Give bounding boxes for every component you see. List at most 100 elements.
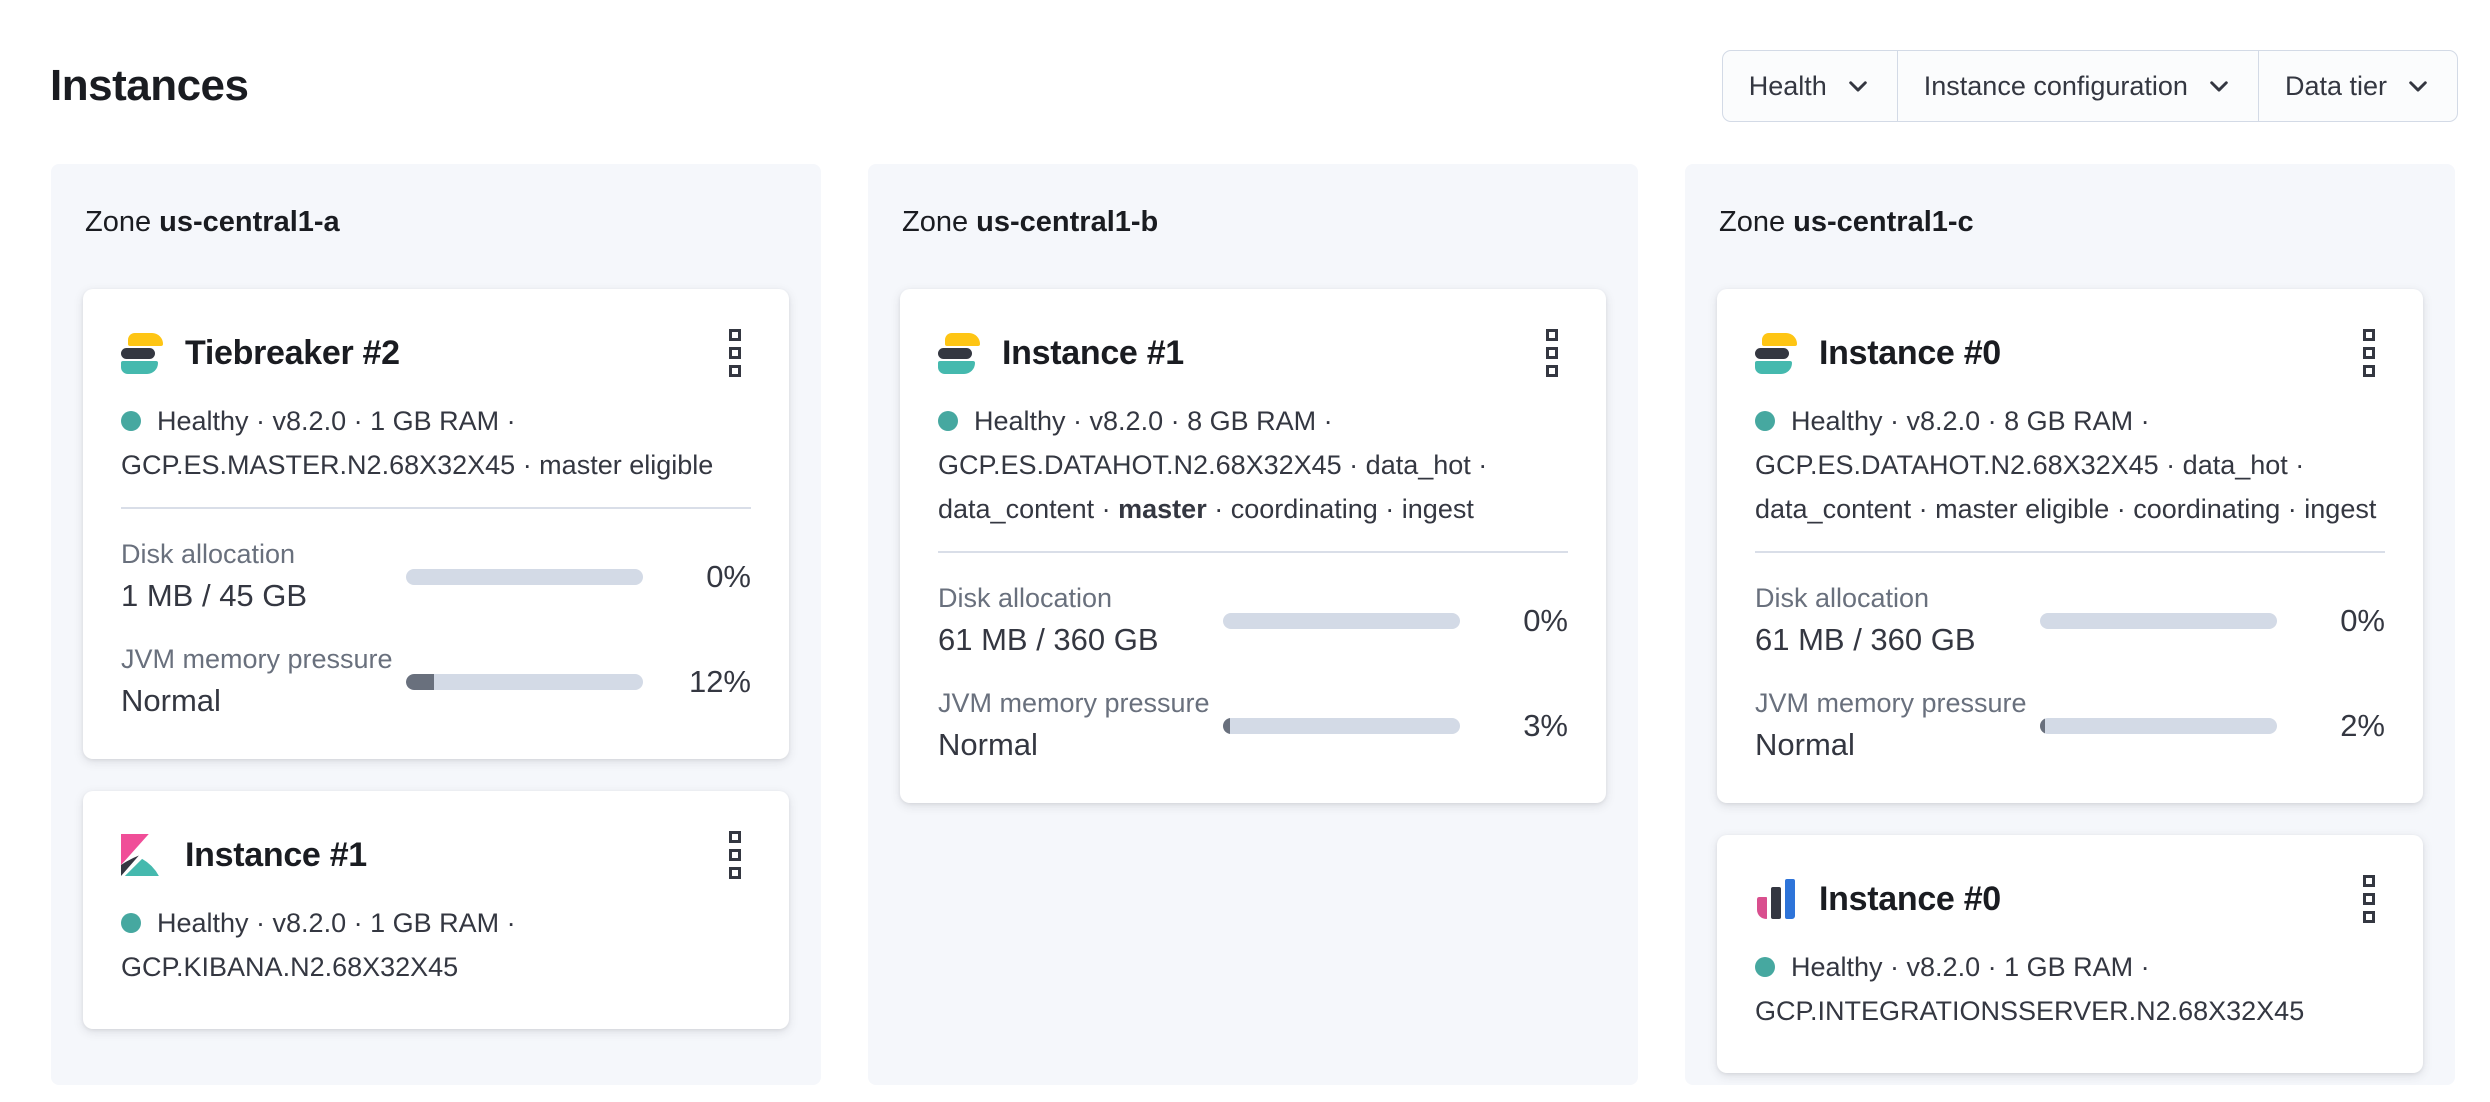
instance-status-line: Healthy · v8.2.0 · 1 GB RAM · <box>121 901 751 945</box>
status-text-segment: GCP.ES.MASTER.N2.68X32X45 · master eligi… <box>121 450 714 480</box>
zone-label: Zone us-central1-c <box>1719 206 2423 239</box>
instance-menu-button[interactable] <box>2353 869 2385 929</box>
boxes-vertical-icon <box>1546 365 1558 377</box>
instance-card: Instance #0 Healthy · v8.2.0 · 1 GB RAM ·… <box>1717 835 2423 1073</box>
status-text-segment: · coordinating · ingest <box>1206 494 1474 524</box>
boxes-vertical-icon <box>729 831 741 843</box>
instance-title: Instance #1 <box>185 835 367 874</box>
metric-percent: 12% <box>688 663 751 699</box>
instance-status-line: data_content · master eligible · coordin… <box>1755 487 2385 531</box>
filter-button-instance-configuration[interactable]: Instance configuration <box>1896 51 2258 121</box>
metric-progress-bar <box>406 568 643 585</box>
chevron-down-icon <box>1845 73 1871 99</box>
metric-progress-fill <box>406 673 435 690</box>
instance-status-line: Healthy · v8.2.0 · 1 GB RAM · <box>121 399 751 443</box>
metric-progress-bar <box>2040 717 2277 734</box>
metric-row: JVM memory pressure Normal 3% <box>938 688 1568 763</box>
boxes-vertical-icon <box>1546 329 1558 341</box>
metric-value: 61 MB / 360 GB <box>938 622 1159 657</box>
zone-cards: Instance #1 Healthy · v8.2.0 · 8 GB RAM ·… <box>900 289 1606 803</box>
instance-status-line: GCP.ES.MASTER.N2.68X32X45 · master eligi… <box>121 443 751 487</box>
zone-panel-us-central1-c: Zone us-central1-c Instance #0 Healthy · v… <box>1685 164 2455 1085</box>
filter-button-label: Instance configuration <box>1923 70 2188 101</box>
filter-button-health[interactable]: Health <box>1723 51 1897 121</box>
zones-row: Zone us-central1-a Tiebreaker #2 Healthy ·… <box>51 164 2455 1085</box>
zone-panel-us-central1-a: Zone us-central1-a Tiebreaker #2 Healthy ·… <box>51 164 821 1085</box>
boxes-vertical-icon <box>2363 875 2375 887</box>
metric-row: JVM memory pressure Normal 12% <box>121 644 751 719</box>
health-status-dot <box>121 913 141 933</box>
instance-card-header: Instance #1 <box>938 323 1568 383</box>
instance-title: Instance #0 <box>1819 879 2001 918</box>
zone-name: us-central1-c <box>1793 206 1974 238</box>
instance-status-line: GCP.ES.DATAHOT.N2.68X32X45 · data_hot · <box>938 443 1568 487</box>
metric-value: Normal <box>1755 727 1855 762</box>
instance-card-header: Instance #1 <box>121 825 751 885</box>
metric-row: Disk allocation 61 MB / 360 GB 0% <box>1755 583 2385 658</box>
status-text-segment: Healthy · v8.2.0 · 1 GB RAM · <box>157 908 516 938</box>
elasticsearch-logo-icon <box>1755 332 1797 374</box>
metric-progress-bar <box>1223 717 1460 734</box>
metric-value: 1 MB / 45 GB <box>121 578 308 613</box>
instance-menu-button[interactable] <box>1536 323 1568 383</box>
zone-name: us-central1-a <box>159 206 340 238</box>
zone-label-prefix: Zone <box>1719 206 1794 238</box>
instance-status-line: Healthy · v8.2.0 · 8 GB RAM · <box>938 399 1568 443</box>
metric-row: Disk allocation 1 MB / 45 GB 0% <box>121 539 751 614</box>
metric-text: JVM memory pressure Normal <box>938 688 1223 763</box>
chevron-down-icon <box>2206 73 2232 99</box>
instance-card: Instance #0 Healthy · v8.2.0 · 8 GB RAM ·… <box>1717 289 2423 803</box>
zone-cards: Tiebreaker #2 Healthy · v8.2.0 · 1 GB RAM… <box>83 289 789 1029</box>
instance-status-line: GCP.ES.DATAHOT.N2.68X32X45 · data_hot · <box>1755 443 2385 487</box>
status-text-segment: GCP.KIBANA.N2.68X32X45 <box>121 952 459 982</box>
filter-button-data-tier[interactable]: Data tier <box>2257 51 2457 121</box>
metric-progress-bar <box>2040 612 2277 629</box>
health-status-dot <box>1755 411 1775 431</box>
metric-text: Disk allocation 61 MB / 360 GB <box>1755 583 2040 658</box>
metric-label: Disk allocation <box>938 583 1113 613</box>
metric-label: JVM memory pressure <box>121 644 393 674</box>
metric-value: Normal <box>121 683 221 718</box>
instance-menu-button[interactable] <box>719 825 751 885</box>
status-text-segment: GCP.INTEGRATIONSSERVER.N2.68X32X45 <box>1755 996 2305 1026</box>
instance-card: Instance #1 Healthy · v8.2.0 · 1 GB RAM ·… <box>83 791 789 1029</box>
instance-status-line: Healthy · v8.2.0 · 8 GB RAM · <box>1755 399 2385 443</box>
metric-percent: 3% <box>1523 707 1568 743</box>
boxes-vertical-icon <box>729 347 741 359</box>
zone-label-prefix: Zone <box>902 206 977 238</box>
instance-menu-button[interactable] <box>2353 323 2385 383</box>
health-status-dot <box>121 411 141 431</box>
instance-status-line: Healthy · v8.2.0 · 1 GB RAM · <box>1755 945 2385 989</box>
status-text-segment: Healthy · v8.2.0 · 8 GB RAM · <box>1791 406 2150 436</box>
metric-percent: 0% <box>1523 602 1568 638</box>
elasticsearch-logo-icon <box>938 332 980 374</box>
metric-label: JVM memory pressure <box>938 688 1210 718</box>
boxes-vertical-icon <box>2363 347 2375 359</box>
status-text-segment: GCP.ES.DATAHOT.N2.68X32X45 · data_hot · <box>938 450 1488 480</box>
metric-text: Disk allocation 61 MB / 360 GB <box>938 583 1223 658</box>
instance-status-line: GCP.INTEGRATIONSSERVER.N2.68X32X45 <box>1755 989 2385 1033</box>
instance-status: Healthy · v8.2.0 · 1 GB RAM · GCP.ES.MAST… <box>121 399 751 487</box>
boxes-vertical-icon <box>2363 365 2375 377</box>
status-text-segment: data_content · master eligible · coordin… <box>1755 494 2377 524</box>
metric-row: JVM memory pressure Normal 2% <box>1755 688 2385 763</box>
metric-row: Disk allocation 61 MB / 360 GB 0% <box>938 583 1568 658</box>
instance-card: Instance #1 Healthy · v8.2.0 · 8 GB RAM ·… <box>900 289 1606 803</box>
metric-label: Disk allocation <box>121 539 296 569</box>
filter-button-label: Health <box>1748 70 1827 101</box>
metric-label: Disk allocation <box>1755 583 1930 613</box>
status-text-segment: Healthy · v8.2.0 · 8 GB RAM · <box>974 406 1333 436</box>
zone-label: Zone us-central1-b <box>902 206 1606 239</box>
boxes-vertical-icon <box>2363 329 2375 341</box>
instance-status: Healthy · v8.2.0 · 8 GB RAM · GCP.ES.DATA… <box>1755 399 2385 531</box>
health-status-dot <box>938 411 958 431</box>
boxes-vertical-icon <box>729 867 741 879</box>
metric-value: 61 MB / 360 GB <box>1755 622 1976 657</box>
metric-progress-fill <box>2040 717 2045 734</box>
instance-menu-button[interactable] <box>719 323 751 383</box>
instance-card: Tiebreaker #2 Healthy · v8.2.0 · 1 GB RAM… <box>83 289 789 759</box>
card-divider <box>1755 551 2385 553</box>
metric-label: JVM memory pressure <box>1755 688 2027 718</box>
filter-button-label: Data tier <box>2284 70 2387 101</box>
filter-group: Health Instance configuration Data tier <box>1721 50 2458 122</box>
